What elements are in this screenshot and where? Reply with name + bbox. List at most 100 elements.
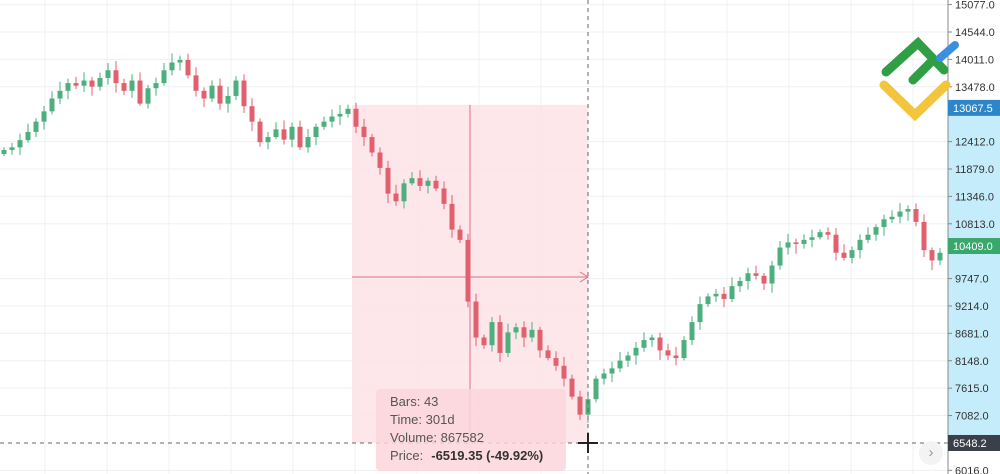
candle-body [249, 106, 255, 122]
candle-body [529, 329, 535, 338]
candle-body [177, 59, 183, 63]
logo-green-stroke [881, 36, 949, 85]
chevron-right-icon[interactable]: › [919, 441, 943, 465]
logo-yellow-stroke [879, 80, 951, 122]
candle-body [625, 355, 631, 361]
measure-volume: Volume: 867582 [390, 430, 484, 445]
candle-body [937, 252, 943, 261]
candle-body [409, 178, 415, 184]
candle-body [913, 209, 919, 222]
candle-body [49, 98, 55, 112]
candle-body [873, 227, 879, 235]
candle-body [305, 137, 311, 148]
candle-body [673, 355, 679, 359]
candle-body [817, 232, 823, 238]
candle-body [545, 350, 551, 359]
candle-body [657, 337, 663, 351]
candle-body [65, 83, 71, 91]
axis-tick-label: 14544.0 [955, 27, 995, 39]
candle-body [865, 234, 871, 240]
candle-body [553, 358, 559, 366]
candle-body [905, 209, 911, 212]
candle-body [201, 90, 207, 99]
candle-body [449, 203, 455, 230]
candle-body [209, 85, 215, 99]
candle-body [769, 265, 775, 284]
candle-body [713, 293, 719, 297]
candle-body [809, 237, 815, 240]
candle-body [361, 126, 367, 138]
axis-tick-label: 6016.0 [955, 465, 989, 474]
crosshair-cursor-icon [578, 432, 598, 453]
axis-tick-label: 8148.0 [955, 356, 989, 368]
candle-body [505, 332, 511, 353]
candle-body [921, 221, 927, 251]
candle-body [97, 77, 103, 87]
candle-body [889, 216, 895, 220]
candle-body [473, 301, 479, 338]
candle-body [489, 322, 495, 346]
candle-body [193, 75, 199, 91]
candle-body [721, 293, 727, 299]
measure-price-label: Price: [390, 448, 424, 463]
axis-tick-label: 9214.0 [955, 301, 989, 313]
candle-body [737, 280, 743, 287]
candle-body [785, 242, 791, 248]
candle-body [281, 129, 287, 140]
candle-body [273, 129, 279, 138]
candle-body [857, 239, 863, 251]
candle-body [369, 137, 375, 153]
brand-logo-icon [879, 36, 959, 122]
candle-body [329, 116, 335, 122]
candle-body [441, 188, 447, 204]
axis-measure-highlight [948, 107, 1000, 443]
candle-body [777, 247, 783, 266]
candle-body [825, 232, 831, 235]
candle-body [9, 147, 15, 150]
axis-tick-label: 10813.0 [955, 219, 995, 231]
candle-body [521, 327, 527, 338]
axis-tick-label: 13478.0 [955, 82, 995, 94]
logo-blue-stroke [936, 41, 959, 62]
candle-body [81, 80, 87, 86]
candle-body [513, 327, 519, 333]
measure-time: Time: 301d [390, 412, 455, 427]
axis-tick-label: 8681.0 [955, 328, 989, 340]
last-price-label-bg [948, 238, 1000, 254]
candle-body [417, 178, 423, 186]
candle-body [393, 193, 399, 202]
candle-body [561, 365, 567, 379]
candle-body [337, 113, 343, 117]
candle-body [569, 378, 575, 397]
candle-body [705, 296, 711, 305]
candle-body [385, 167, 391, 194]
candle-body [401, 183, 407, 202]
candle-body [129, 80, 135, 91]
candle-body [833, 234, 839, 253]
candle-body [601, 373, 607, 379]
candle-body [537, 329, 543, 351]
candle-body [457, 229, 463, 240]
candle-body [353, 108, 359, 127]
candle-body [481, 337, 487, 346]
candle-body [425, 180, 431, 186]
axis-tick-label: 12412.0 [955, 137, 995, 149]
measure-price: Price: -6519.35 (-49.92%) [390, 447, 566, 465]
candle-body [689, 322, 695, 341]
crosshair-price-label: 6548.2 [953, 438, 987, 450]
last-price-label: 10409.0 [953, 241, 993, 253]
candle-body [265, 137, 271, 143]
candle-body [433, 180, 439, 189]
candle-body [121, 83, 127, 91]
axis-tick-label: 7615.0 [955, 383, 989, 395]
candle-body [497, 322, 503, 353]
candle-body [753, 273, 759, 276]
candle-body [33, 121, 39, 132]
candle-body [841, 252, 847, 258]
candle-body [897, 211, 903, 217]
measure-start-price-label: 13067.5 [953, 103, 993, 115]
candle-body [881, 219, 887, 228]
candle-body [297, 126, 303, 148]
